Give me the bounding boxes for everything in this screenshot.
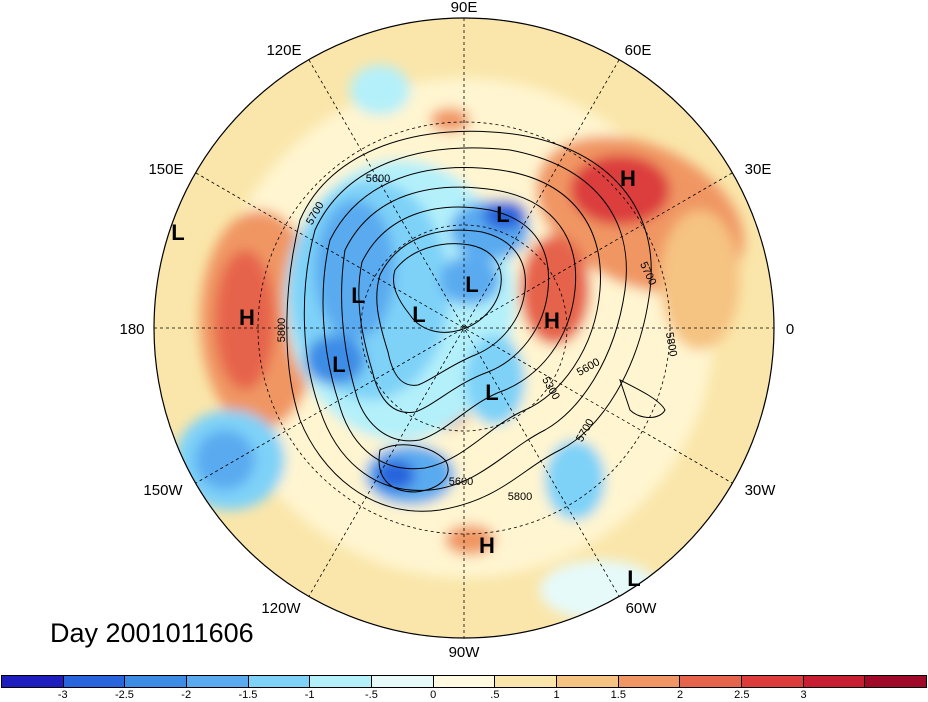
high-center: H xyxy=(239,305,255,330)
high-center: H xyxy=(544,308,560,333)
contour-label: 5800 xyxy=(276,318,288,342)
lon-label: 60E xyxy=(625,42,652,59)
contour-label: 5600 xyxy=(366,173,390,185)
low-center: L xyxy=(627,566,640,591)
colorbar-swatch xyxy=(618,676,681,687)
colorbar-swatch xyxy=(680,676,743,687)
graticule xyxy=(154,18,774,638)
colorbar-swatch xyxy=(803,676,866,687)
colorbar-tick-label: -2 xyxy=(181,689,192,701)
lon-label: 180 xyxy=(119,321,144,338)
colorbar-tick-label: -1.5 xyxy=(238,689,258,701)
colorbar-tick-label: -.5 xyxy=(364,689,378,701)
low-center: L xyxy=(412,302,425,327)
date-title: Day 2001011606 xyxy=(50,618,254,648)
anomaly-shading xyxy=(154,18,774,638)
low-center: L xyxy=(332,352,345,377)
lon-label: 0 xyxy=(786,321,794,338)
low-center: L xyxy=(485,380,498,405)
colorbar-swatch xyxy=(742,676,804,687)
colorbar-tick-label: 1 xyxy=(553,689,560,701)
high-center: H xyxy=(479,533,495,558)
colorbar-ticks: -3 -2.5 -2 -1.5 -1 -.5 0 .5 1 1.5 2 2.5 3 xyxy=(0,689,928,702)
colorbar-swatch xyxy=(248,676,311,687)
colorbar-swatch xyxy=(2,676,64,687)
colorbar-swatch xyxy=(372,676,434,687)
colorbar-tick-label: 2 xyxy=(677,689,684,701)
colorbar-tick-label: -3 xyxy=(57,689,68,701)
colorbar-swatch xyxy=(495,676,558,687)
colorbar-swatch xyxy=(433,676,496,687)
low-center: L xyxy=(351,283,364,308)
lon-label: 30W xyxy=(745,482,777,499)
colorbar-swatch xyxy=(865,676,927,687)
low-center: L xyxy=(465,272,478,297)
colorbar-swatch xyxy=(187,676,249,687)
lon-label: 120E xyxy=(266,42,301,59)
colorbar-tick-label: 3 xyxy=(800,689,807,701)
low-center: L xyxy=(496,202,509,227)
lon-label: 60W xyxy=(626,600,658,617)
colorbar-swatch xyxy=(310,676,373,687)
lon-label: 120W xyxy=(261,600,301,617)
contour-label: 5600 xyxy=(449,476,473,488)
colorbar-swatch xyxy=(63,676,126,687)
contour-label: 5800 xyxy=(663,331,679,357)
contour-label: 5800 xyxy=(508,491,532,503)
colorbar-swatch xyxy=(125,676,188,687)
colorbar xyxy=(1,675,927,688)
low-center: L xyxy=(171,220,184,245)
high-center: H xyxy=(620,166,636,191)
colorbar-tick-label: 0 xyxy=(430,689,437,701)
lon-label: 30E xyxy=(745,161,772,178)
colorbar-tick-label: -1 xyxy=(304,689,315,701)
height-contours xyxy=(286,130,666,512)
lon-label: 150E xyxy=(148,161,183,178)
longitude-labels: 90E 60E 120E 30E 150E 180 0 30W 150W 120… xyxy=(119,0,794,661)
lon-label: 90W xyxy=(449,644,481,661)
colorbar-swatch xyxy=(557,676,619,687)
colorbar-tick-label: -2.5 xyxy=(114,689,134,701)
pressure-centers: L H L H L L L L H L H L xyxy=(171,166,640,591)
colorbar-tick-label: 2.5 xyxy=(734,689,750,701)
colorbar-tick-label: 1.5 xyxy=(610,689,626,701)
colorbar-tick-label: .5 xyxy=(490,689,500,701)
lon-label: 90E xyxy=(451,0,478,16)
lon-label: 150W xyxy=(143,482,183,499)
